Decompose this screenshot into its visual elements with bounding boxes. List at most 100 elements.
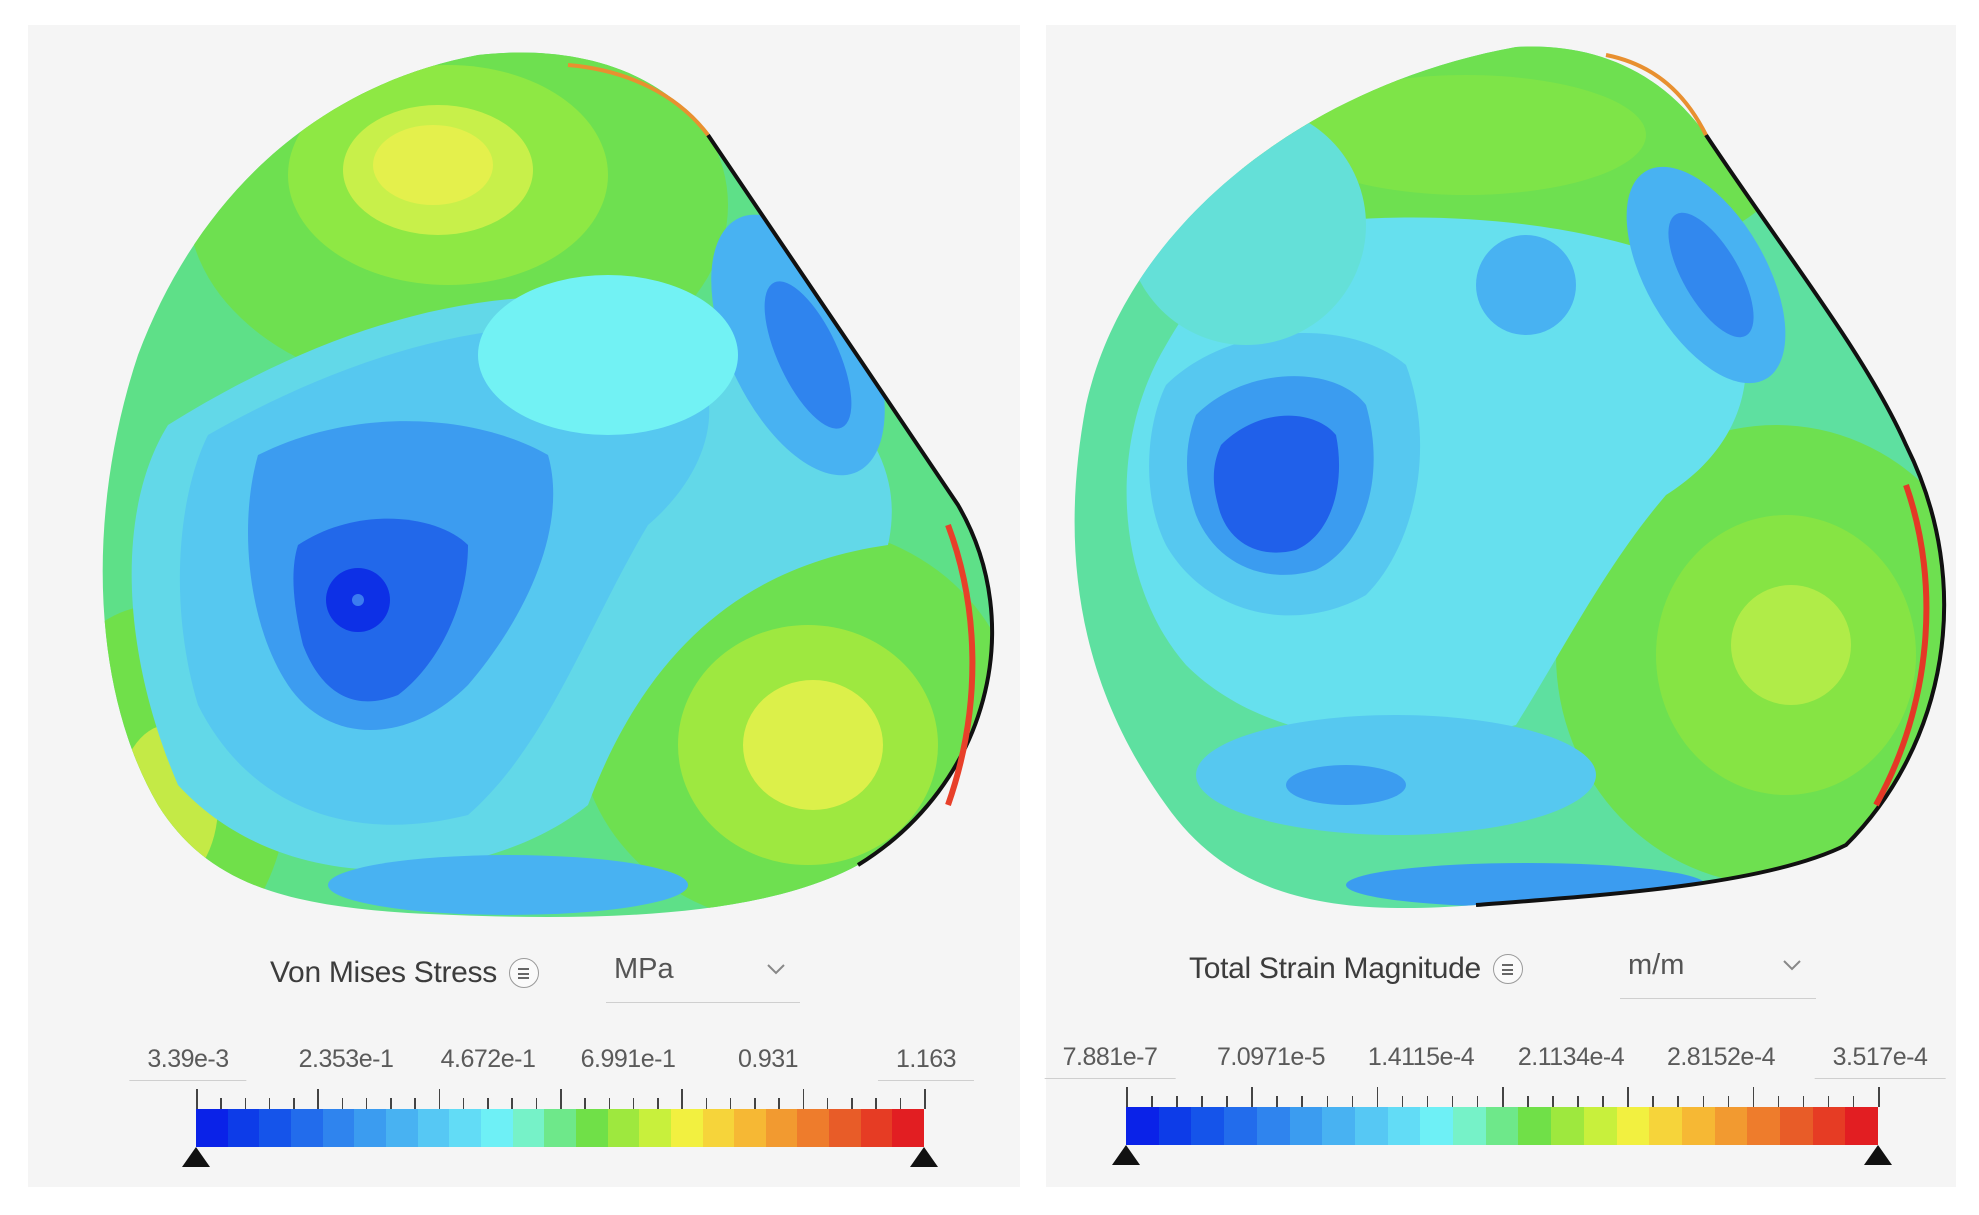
- legend-tick-label: 3.517e-4: [1814, 1043, 1946, 1079]
- legend-tick: [268, 1098, 271, 1109]
- legend-tick-label: 1.163: [877, 1045, 975, 1081]
- color-segment: [322, 1109, 355, 1147]
- color-segment: [385, 1109, 418, 1147]
- color-segment: [449, 1109, 481, 1147]
- strain-3d-viewport[interactable]: [1046, 25, 1956, 925]
- color-segment: [1518, 1107, 1552, 1145]
- list-menu-icon[interactable]: [1492, 954, 1523, 984]
- legend-tick: [1827, 1096, 1830, 1107]
- color-segment: [544, 1109, 576, 1147]
- legend-tick: [778, 1098, 780, 1109]
- legend-ticks: [196, 1089, 926, 1109]
- color-segment: [1158, 1107, 1192, 1145]
- stress-result-panel: Von Mises Stress MPa 3.39e-3 2.353e-1 4.67…: [28, 25, 1020, 1187]
- legend-tick-label: 0.931: [737, 1045, 799, 1073]
- legend-tick: [220, 1098, 222, 1109]
- color-segment: [1387, 1107, 1421, 1145]
- min-range-handle-icon[interactable]: [182, 1147, 210, 1167]
- legend-tick: [1476, 1096, 1479, 1107]
- legend-tick: [1727, 1096, 1730, 1107]
- legend-tick: [1301, 1096, 1303, 1107]
- max-range-handle-icon[interactable]: [910, 1147, 938, 1167]
- legend-tick: [438, 1089, 441, 1109]
- legend-tick: [365, 1098, 368, 1109]
- max-range-handle-icon[interactable]: [1864, 1145, 1892, 1165]
- legend-tick: [1126, 1087, 1128, 1107]
- color-scale-bar: [1126, 1107, 1879, 1145]
- legend-tick: [560, 1089, 562, 1109]
- color-segment: [1256, 1107, 1290, 1145]
- color-segment: [829, 1109, 861, 1147]
- legend-tick: [1852, 1096, 1855, 1107]
- legend-tick: [1752, 1087, 1755, 1107]
- legend-tick: [826, 1098, 829, 1109]
- color-scale-bar: [196, 1109, 925, 1147]
- legend-tick: [1702, 1096, 1705, 1107]
- legend-tick: [390, 1098, 392, 1109]
- legend-tick: [875, 1098, 877, 1109]
- legend-tick: [511, 1098, 513, 1109]
- color-segment: [290, 1109, 323, 1147]
- color-segment: [1583, 1107, 1617, 1145]
- legend-tick-label: 2.8152e-4: [1666, 1043, 1776, 1071]
- legend-tick: [851, 1098, 853, 1109]
- color-segment: [1485, 1107, 1519, 1145]
- unit-dropdown[interactable]: MPa: [606, 943, 800, 1003]
- color-segment: [227, 1109, 260, 1147]
- legend-tick-label: 4.672e-1: [440, 1045, 536, 1073]
- legend-tick: [754, 1098, 756, 1109]
- color-legend: 3.39e-3 2.353e-1 4.672e-1 6.991e-1 0.931 1.16…: [88, 1045, 998, 1195]
- color-segment: [1747, 1107, 1781, 1145]
- color-segment: [1354, 1107, 1388, 1145]
- legend-tick: [1552, 1096, 1554, 1107]
- legend-tick: [1502, 1087, 1504, 1107]
- legend-tick: [1426, 1096, 1429, 1107]
- legend-tick: [244, 1098, 247, 1109]
- list-menu-icon[interactable]: [508, 958, 539, 988]
- legend-tick-label: 2.1134e-4: [1517, 1043, 1625, 1071]
- color-segment: [1289, 1107, 1323, 1145]
- color-segment: [1126, 1107, 1159, 1145]
- color-segment: [1845, 1107, 1879, 1145]
- color-segment: [259, 1109, 291, 1147]
- legend-tick: [462, 1098, 465, 1109]
- color-segment: [1616, 1107, 1650, 1145]
- color-segment: [575, 1109, 608, 1147]
- legend-tick: [196, 1089, 198, 1109]
- legend-tick: [414, 1098, 416, 1109]
- stress-contour-surface: [102, 52, 993, 918]
- legend-tick: [1251, 1087, 1253, 1107]
- color-segment: [639, 1109, 671, 1147]
- color-segment: [860, 1109, 893, 1147]
- result-title: Von Mises Stress: [270, 956, 497, 989]
- legend-tick: [1276, 1096, 1278, 1107]
- color-segment: [765, 1109, 798, 1147]
- legend-tick-label: 7.0971e-5: [1216, 1043, 1326, 1071]
- legend-tick: [1176, 1096, 1178, 1107]
- legend-tick: [1351, 1096, 1354, 1107]
- legend-ticks: [1126, 1087, 1880, 1107]
- legend-tick: [632, 1098, 635, 1109]
- strain-contour-surface: [1074, 46, 1945, 909]
- unit-dropdown[interactable]: m/m: [1620, 939, 1816, 999]
- legend-tick: [1151, 1096, 1153, 1107]
- color-segment: [1551, 1107, 1584, 1145]
- color-segment: [1714, 1107, 1748, 1145]
- min-range-handle-icon[interactable]: [1112, 1145, 1140, 1165]
- legend-tick: [1777, 1096, 1780, 1107]
- color-segment: [417, 1109, 450, 1147]
- legend-tick: [317, 1089, 319, 1109]
- color-segment: [797, 1109, 830, 1147]
- unit-value: m/m: [1628, 949, 1685, 981]
- legend-tick: [293, 1098, 295, 1109]
- color-segment: [1191, 1107, 1225, 1145]
- legend-tick: [705, 1098, 708, 1109]
- legend-tick: [899, 1098, 902, 1109]
- color-segment: [196, 1109, 228, 1147]
- stress-3d-viewport[interactable]: [28, 25, 1020, 925]
- color-segment: [702, 1109, 735, 1147]
- color-segment: [512, 1109, 545, 1147]
- chevron-down-icon: [767, 964, 785, 975]
- legend-tick: [487, 1098, 489, 1109]
- chevron-down-icon: [1783, 960, 1801, 971]
